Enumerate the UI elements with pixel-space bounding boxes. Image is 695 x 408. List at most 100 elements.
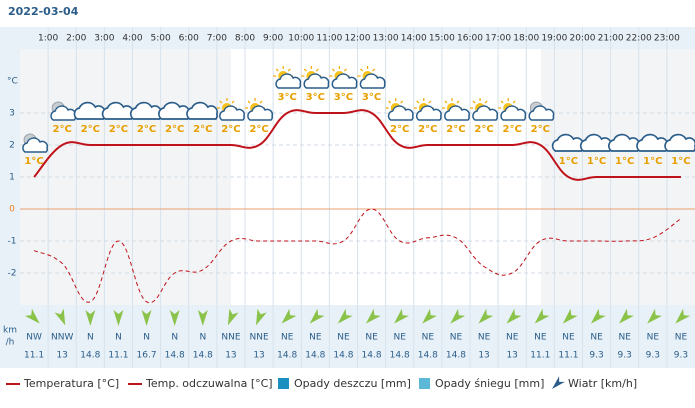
wind-direction: N	[199, 333, 206, 343]
weather-icon	[329, 66, 358, 89]
sun-ray	[512, 100, 516, 104]
wind-arrow	[141, 310, 152, 326]
wind-arrow	[197, 310, 208, 326]
wind-arrow	[647, 308, 663, 324]
x-tick-label: 4:00	[122, 34, 142, 44]
wind-direction: NE	[506, 333, 519, 343]
wind-direction: NE	[450, 333, 463, 343]
wind-direction: NE	[281, 333, 294, 343]
wind-speed: 14.8	[277, 351, 297, 361]
temperature-label: 3°C	[334, 92, 353, 103]
axis-band	[0, 27, 20, 368]
sun-ray	[275, 68, 279, 72]
wind-speed: 9.3	[589, 351, 603, 361]
temperature-label: 2°C	[503, 124, 522, 135]
temperature-label: 2°C	[53, 124, 72, 135]
wind-speed: 14.8	[333, 351, 353, 361]
temperature-label: 1°C	[615, 156, 634, 167]
legend-swatch	[278, 378, 289, 389]
x-tick-label: 8:00	[235, 34, 255, 44]
y-tick-label: 1	[9, 173, 15, 183]
temperature-label: 1°C	[559, 156, 578, 167]
x-tick-label: 7:00	[207, 34, 227, 44]
x-tick-label: 21:00	[598, 34, 624, 44]
wind-arrow	[54, 308, 66, 326]
cloud	[472, 105, 499, 121]
wind-direction: N	[171, 333, 178, 343]
sun-ray	[303, 68, 307, 72]
wind-arrow	[24, 308, 40, 324]
weather-icon	[50, 101, 77, 121]
weather-icon	[470, 98, 499, 121]
x-tick-label: 3:00	[94, 34, 114, 44]
sun-ray	[444, 100, 448, 104]
cloud	[219, 105, 245, 121]
x-tick-label: 9:00	[263, 34, 283, 44]
wind-direction: N	[143, 333, 150, 343]
wind-arrow	[450, 308, 466, 324]
sun-ray	[315, 68, 319, 72]
temperature-label: 1°C	[643, 156, 662, 167]
wind-direction: NE	[590, 333, 603, 343]
feels-like-line	[33, 208, 682, 304]
cloud	[275, 73, 302, 89]
legend-label: Opady deszczu [mm]	[294, 377, 411, 390]
weather-icon	[413, 98, 442, 121]
y-tick-label: 2	[9, 141, 15, 151]
wind-arrow	[562, 308, 578, 324]
wind-arrow	[619, 308, 634, 324]
sun-ray	[456, 100, 460, 104]
wind-speed: 9.3	[618, 351, 632, 361]
cloud	[528, 105, 555, 121]
x-tick-label: 2:00	[66, 34, 86, 44]
temperature-label: 2°C	[81, 124, 100, 135]
sun-ray	[331, 68, 335, 72]
temperature-label: 3°C	[306, 92, 325, 103]
wind-arrow	[337, 308, 353, 324]
temperature-label: 2°C	[446, 124, 465, 135]
sun-ray	[360, 68, 364, 72]
wind-direction: NNE	[249, 333, 268, 343]
legend-swatch	[419, 378, 430, 389]
temperature-label: 2°C	[390, 124, 409, 135]
hour-band	[0, 27, 695, 49]
x-tick-label: 14:00	[401, 34, 427, 44]
x-tick-label: 11:00	[316, 34, 342, 44]
x-tick-label: 19:00	[541, 34, 567, 44]
wind-speed: 16.7	[137, 351, 157, 361]
sun-ray	[472, 100, 476, 104]
cloud	[186, 101, 219, 120]
legend-swatch	[552, 376, 565, 389]
sun-ray	[428, 100, 432, 104]
x-tick-label: 5:00	[151, 34, 171, 44]
weather-icon	[385, 98, 414, 121]
wind-direction: NE	[534, 333, 547, 343]
weather-icon	[441, 98, 470, 121]
temperature-label: 1°C	[587, 156, 606, 167]
weather-icon	[357, 66, 386, 89]
cloud	[247, 105, 274, 121]
legend-label: Temp. odczuwalna [°C]	[145, 377, 273, 390]
wind-speed: 14.8	[362, 351, 382, 361]
wind-arrow	[394, 308, 409, 324]
temperature-label: 3°C	[278, 92, 297, 103]
temperature-label: 2°C	[137, 124, 156, 135]
wind-speed: 13	[225, 351, 236, 361]
wind-direction: NE	[365, 333, 378, 343]
temperature-label: 1°C	[671, 156, 690, 167]
wind-speed: 11.1	[530, 351, 550, 361]
temperature-label: 2°C	[165, 124, 184, 135]
wind-direction: NE	[675, 333, 688, 343]
x-tick-label: 17:00	[485, 34, 511, 44]
wind-arrow	[422, 308, 438, 324]
y-tick-label: 3	[9, 109, 15, 119]
cloud	[444, 105, 470, 121]
sun-ray	[416, 100, 420, 104]
legend-label: Wiatr [km/h]	[568, 377, 637, 390]
wind-direction: NE	[309, 333, 322, 343]
x-tick-label: 6:00	[179, 34, 199, 44]
y-tick-label: 0	[9, 205, 15, 215]
temperature-label: 3°C	[362, 92, 381, 103]
sun-ray	[400, 100, 404, 104]
wind-speed: 14.8	[80, 351, 100, 361]
